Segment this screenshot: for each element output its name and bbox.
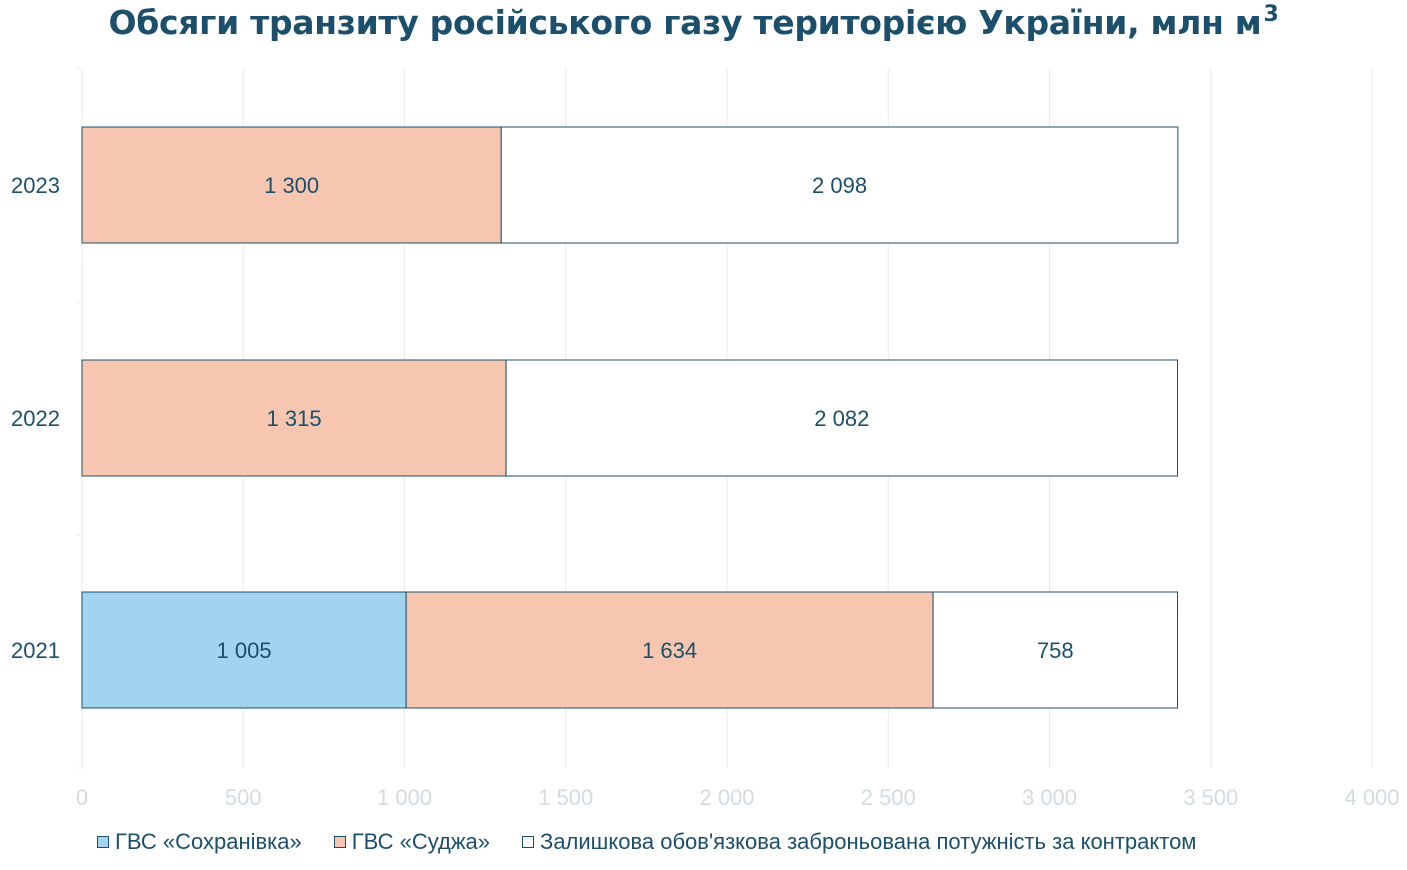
x-tick-label-3: 1 500 bbox=[538, 785, 593, 810]
legend-swatch-2 bbox=[522, 836, 535, 848]
x-tick-label-2: 1 000 bbox=[377, 785, 432, 810]
x-tick-label-4: 2 000 bbox=[699, 785, 754, 810]
bar-2021-series-0 bbox=[81, 591, 407, 709]
x-tick-label-7: 3 500 bbox=[1183, 785, 1238, 810]
legend-item-2: Залишкова обов'язкова заброньована потуж… bbox=[522, 829, 1196, 855]
bar-2023-series-2 bbox=[500, 126, 1179, 244]
x-tick-label-8: 4 000 bbox=[1344, 785, 1399, 810]
bars: 1 300 2 098 1 315 2 082 1 005 1 634 758 bbox=[81, 126, 1179, 709]
data-label-2023-series-1: 1 300 bbox=[264, 173, 319, 198]
title-superscript: 3 bbox=[1263, 2, 1279, 27]
legend-label-1: ГВС «Суджа» bbox=[351, 829, 491, 854]
legend-item-0: ГВС «Сохранівка» bbox=[97, 829, 302, 855]
y-tick-label-2022: 2022 bbox=[11, 406, 60, 431]
chart-title: Обсяги транзиту російського газу територ… bbox=[108, 2, 1279, 42]
legend-label-2: Залишкова обов'язкова заброньована потуж… bbox=[540, 829, 1197, 854]
bar-2022-series-2 bbox=[505, 359, 1179, 477]
data-label-2022-series-1: 1 315 bbox=[267, 406, 322, 431]
x-tick-label-0: 0 bbox=[76, 785, 88, 810]
x-axis-labels: 0 500 1 000 1 500 2 000 2 500 3 000 3 500 4 000 bbox=[76, 785, 1400, 810]
legend-swatch-1 bbox=[333, 836, 346, 848]
legend-swatch-0 bbox=[97, 836, 109, 848]
data-label-2021-series-1: 1 634 bbox=[642, 638, 697, 663]
data-label-2021-series-2: 758 bbox=[1037, 638, 1074, 663]
legend: ГВС «Сохранівка» ГВС «Суджа» Залишкова обо… bbox=[97, 829, 1228, 855]
y-tick-label-2023: 2023 bbox=[11, 173, 60, 198]
y-axis-labels: 2023 2022 2021 bbox=[11, 173, 60, 663]
legend-item-1: ГВС «Суджа» bbox=[333, 829, 491, 855]
data-label-2021-series-0: 1 005 bbox=[217, 638, 272, 663]
x-tick-label-1: 500 bbox=[225, 785, 262, 810]
x-tick-label-5: 2 500 bbox=[861, 785, 916, 810]
x-tick-label-6: 3 000 bbox=[1022, 785, 1077, 810]
data-label-2023-series-2: 2 098 bbox=[812, 173, 867, 198]
bar-2023-series-1 bbox=[81, 126, 502, 244]
bar-2021-series-1 bbox=[405, 591, 934, 709]
legend-label-0: ГВС «Сохранівка» bbox=[115, 829, 302, 854]
data-label-2022-series-2: 2 082 bbox=[814, 406, 869, 431]
y-tick-label-2021: 2021 bbox=[11, 638, 60, 663]
bar-2021-series-2 bbox=[932, 591, 1179, 709]
bar-2022-series-1 bbox=[81, 359, 507, 477]
